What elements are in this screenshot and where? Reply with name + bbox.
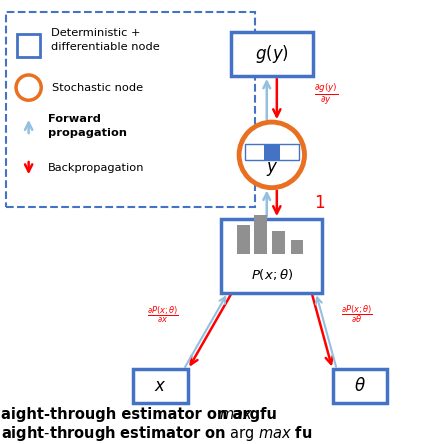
Circle shape <box>239 122 305 188</box>
Text: Deterministic +
differentiable node: Deterministic + differentiable node <box>51 28 160 52</box>
FancyBboxPatch shape <box>17 34 40 57</box>
FancyBboxPatch shape <box>222 219 322 293</box>
Text: $y$: $y$ <box>265 160 278 178</box>
Circle shape <box>16 75 41 100</box>
Text: $\frac{\partial P(x;\theta)}{\partial \theta}$: $\frac{\partial P(x;\theta)}{\partial \t… <box>341 303 373 325</box>
Bar <box>272 230 285 254</box>
Bar <box>291 240 303 254</box>
FancyBboxPatch shape <box>231 32 313 76</box>
Text: $\theta$: $\theta$ <box>354 377 366 395</box>
Text: $max$: $max$ <box>219 408 253 422</box>
FancyBboxPatch shape <box>133 369 188 403</box>
Bar <box>264 143 280 159</box>
Text: $\frac{\partial P(x;\theta)}{\partial x}$: $\frac{\partial P(x;\theta)}{\partial x}… <box>147 304 179 325</box>
Text: $x$: $x$ <box>154 378 167 395</box>
Text: $P(x;\theta)$: $P(x;\theta)$ <box>251 267 293 282</box>
Text: $1$: $1$ <box>314 194 325 212</box>
FancyBboxPatch shape <box>244 143 299 159</box>
Text: Forward
propagation: Forward propagation <box>48 114 127 138</box>
Text: $\bf{aight\text{-}through\ estimator\ on}$ arg $max$ $\bf{fu}$: $\bf{aight\text{-}through\ estimator\ on… <box>1 424 313 443</box>
Text: aight-through estimator on arg: aight-through estimator on arg <box>1 407 265 422</box>
Text: Backpropagation: Backpropagation <box>48 163 144 173</box>
Bar <box>254 215 267 254</box>
FancyBboxPatch shape <box>333 369 387 403</box>
Text: $g(y)$: $g(y)$ <box>255 43 289 65</box>
Bar <box>238 225 250 254</box>
Text: Stochastic node: Stochastic node <box>52 83 143 93</box>
Text: $\frac{\partial g(y)}{\partial y}$: $\frac{\partial g(y)}{\partial y}$ <box>314 82 338 107</box>
Text: fu: fu <box>255 407 277 422</box>
